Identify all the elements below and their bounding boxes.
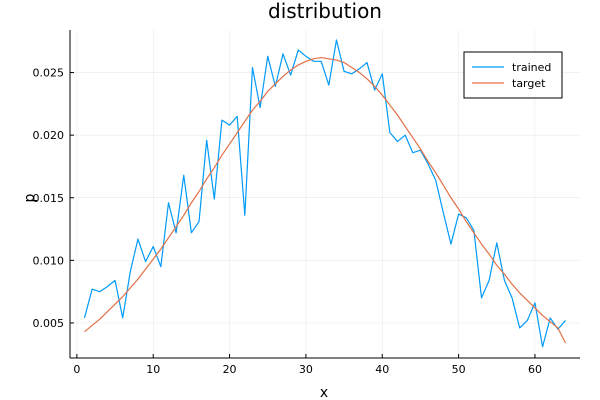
y-axis-label: p <box>22 193 38 202</box>
x-axis-label: x <box>320 385 328 400</box>
series-line-target <box>84 56 567 344</box>
y-tick-label: 0.025 <box>33 67 65 80</box>
chart-title: distribution <box>268 0 382 23</box>
x-tick-label: 30 <box>299 363 313 376</box>
grid-layer <box>70 30 580 358</box>
y-tick-label: 0.015 <box>33 192 65 205</box>
legend-box <box>463 51 563 99</box>
x-tick-label: 0 <box>73 363 80 376</box>
legend-label-trained: trained <box>512 61 551 74</box>
x-tick-label: 40 <box>375 363 389 376</box>
x-tick-label: 50 <box>452 363 466 376</box>
y-tick-label: 0.005 <box>33 317 65 330</box>
series-layer <box>83 39 567 348</box>
y-tick-label: 0.020 <box>33 129 65 142</box>
ticks-layer: 0 10 20 30 40 50 60 0.005 0.010 0.015 0.020 0.025 <box>33 67 542 376</box>
y-tick-label: 0.010 <box>33 254 65 267</box>
legend-label-target: target <box>512 77 546 90</box>
x-tick-label: 20 <box>223 363 237 376</box>
x-tick-label: 10 <box>146 363 160 376</box>
axes-layer <box>69 30 580 359</box>
legend: trained target <box>463 51 563 99</box>
series-line-trained <box>83 39 566 348</box>
x-tick-label: 60 <box>528 363 542 376</box>
